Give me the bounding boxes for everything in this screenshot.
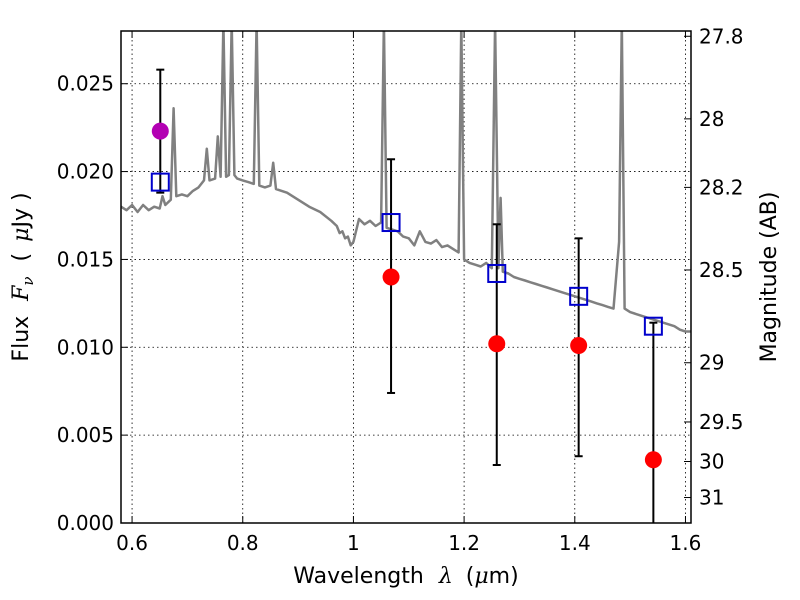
x-axis-label-unit-mu: μ xyxy=(474,564,488,589)
model-band-square xyxy=(381,213,401,233)
y2-tick-label: 28 xyxy=(699,107,724,131)
x-tick-label: 1.6 xyxy=(670,531,702,555)
observed-point-layer xyxy=(151,122,662,469)
y-tick-label: 0.010 xyxy=(57,335,114,359)
y-tick-label: 0.015 xyxy=(57,247,114,271)
y2-tick-label: 27.8 xyxy=(699,24,744,48)
x-tick-label: 0.8 xyxy=(227,531,259,555)
y-axis-label-symbol: F xyxy=(9,285,34,302)
observed-point xyxy=(644,451,662,469)
y-tick-label: 0.000 xyxy=(57,511,114,535)
y2-tick-label: 28.2 xyxy=(699,175,744,199)
model-band-layer xyxy=(150,172,663,336)
x-tick-label: 1.2 xyxy=(448,531,480,555)
y2-axis-label: Magnitude (AB) xyxy=(757,192,782,363)
model-band-square xyxy=(150,172,170,192)
y-tick-label: 0.025 xyxy=(57,72,114,96)
y2-tick-label: 28.5 xyxy=(699,258,744,282)
x-tick-label: 0.6 xyxy=(116,531,148,555)
observed-point xyxy=(488,335,506,353)
x-tick-label: 1.4 xyxy=(559,531,591,555)
plot-frame xyxy=(120,30,692,524)
x-axis-label-prefix: Wavelength xyxy=(293,564,424,589)
y2-tick-label: 29 xyxy=(699,351,724,375)
x-axis-label: Wavelength λ (μm) xyxy=(293,564,518,589)
y-axis-label-subscript: ν xyxy=(19,276,37,285)
y-axis-label: Flux Fν ( μJy ) xyxy=(9,192,39,361)
x-tick-label: 1 xyxy=(347,531,360,555)
model-band-square xyxy=(487,263,507,283)
y-axis-label-unit-mu: μ xyxy=(9,228,34,242)
y-axis-label-unit-open: ( xyxy=(9,253,34,262)
observed-point xyxy=(382,268,400,286)
y-tick-label: 0.005 xyxy=(57,423,114,447)
y2-tick-label: 29.5 xyxy=(699,410,744,434)
y-axis-label-prefix: Flux xyxy=(9,316,34,362)
x-axis-label-unit-rest: m) xyxy=(489,564,519,589)
model-band-square xyxy=(643,316,663,336)
model-band-square xyxy=(569,286,589,306)
ticks-layer: 0.6 0.8 1 1.2 1.4 1.6 0.000 0.005 0.010 0.015 0.02… xyxy=(57,24,744,555)
plot-background xyxy=(121,31,691,523)
x-axis-label-symbol: λ xyxy=(438,564,453,589)
y2-tick-label: 31 xyxy=(699,486,724,510)
observed-point xyxy=(151,122,169,140)
y-tick-label: 0.020 xyxy=(57,160,114,184)
observed-point xyxy=(570,337,588,355)
x-axis-label-unit-open: ( xyxy=(466,564,475,589)
y2-tick-label: 30 xyxy=(699,450,724,474)
y-axis-label-unit-rest: Jy ) xyxy=(9,192,34,229)
